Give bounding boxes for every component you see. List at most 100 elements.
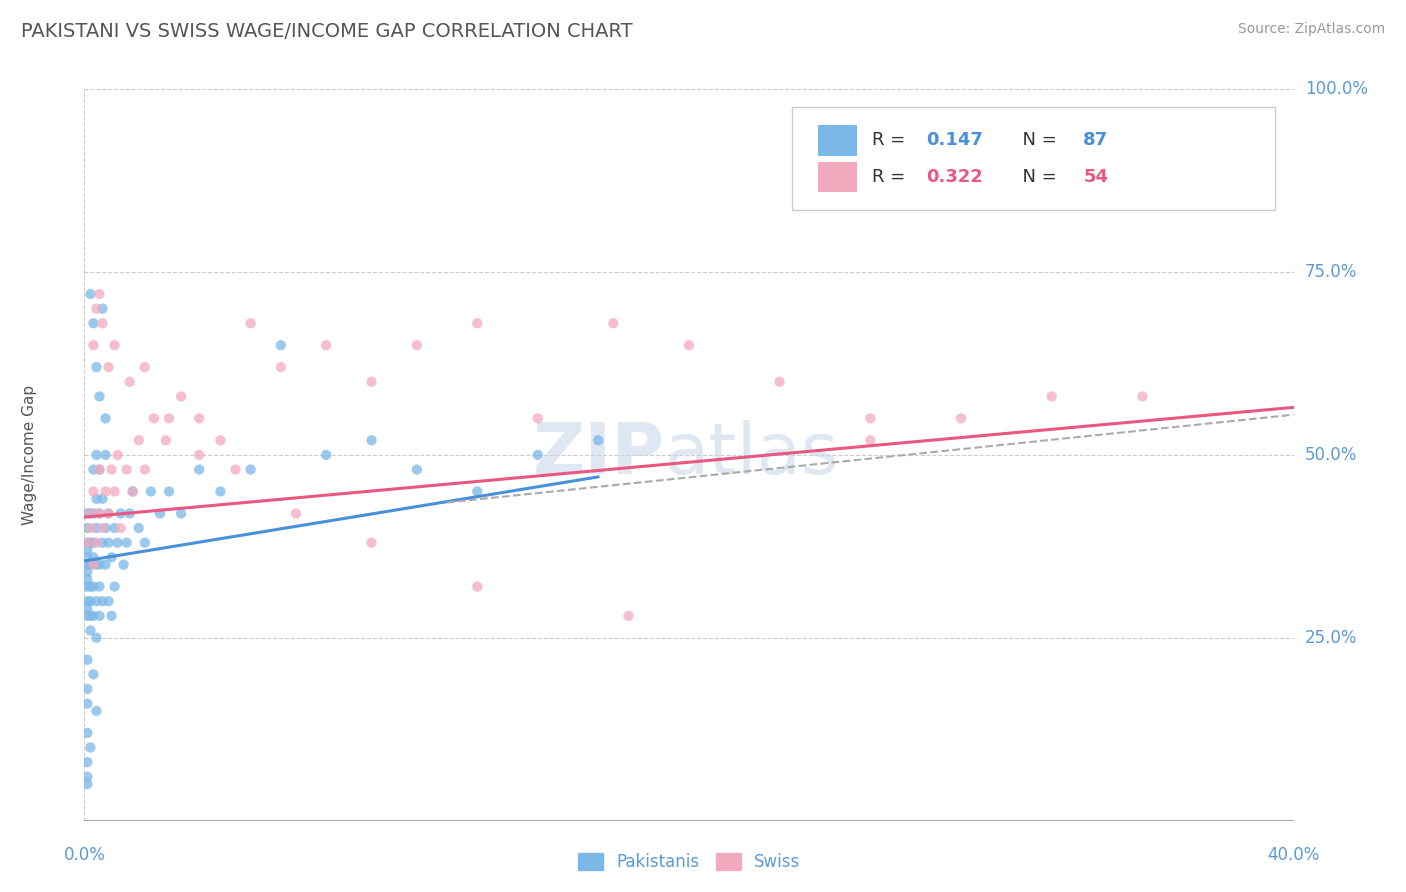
Point	[115, 462, 138, 476]
Text: N =: N =	[1011, 168, 1062, 186]
Point	[188, 411, 211, 425]
Point	[467, 484, 489, 499]
Point	[79, 535, 101, 549]
Point	[859, 411, 882, 425]
Point	[86, 704, 108, 718]
Point	[76, 697, 98, 711]
Point	[79, 608, 101, 623]
Point	[104, 521, 127, 535]
Point	[79, 740, 101, 755]
Point	[76, 507, 98, 521]
Point	[82, 535, 104, 549]
Point	[97, 507, 120, 521]
Point	[859, 434, 882, 448]
Point	[79, 558, 101, 572]
Point	[142, 411, 165, 425]
Point	[82, 338, 104, 352]
Point	[86, 448, 108, 462]
Point	[104, 580, 127, 594]
Text: N =: N =	[1011, 131, 1062, 149]
Point	[1040, 389, 1063, 403]
Point	[76, 770, 98, 784]
Point	[170, 507, 193, 521]
FancyBboxPatch shape	[818, 125, 858, 156]
Point	[134, 535, 156, 549]
Point	[155, 434, 177, 448]
Point	[97, 535, 120, 549]
Point	[107, 535, 129, 549]
Point	[94, 484, 117, 499]
Text: 0.0%: 0.0%	[63, 846, 105, 863]
Point	[678, 338, 700, 352]
Point	[91, 491, 114, 506]
Point	[950, 411, 973, 425]
Point	[188, 462, 211, 476]
Text: 50.0%: 50.0%	[1305, 446, 1357, 464]
Point	[617, 608, 640, 623]
Point	[104, 484, 127, 499]
Point	[139, 484, 162, 499]
Point	[100, 608, 122, 623]
Point	[76, 580, 98, 594]
Point	[82, 484, 104, 499]
Point	[89, 507, 111, 521]
Point	[97, 507, 120, 521]
Point	[110, 521, 132, 535]
Point	[86, 301, 108, 316]
Legend: Pakistanis, Swiss: Pakistanis, Swiss	[571, 847, 807, 878]
Point	[82, 550, 104, 565]
Point	[284, 507, 308, 521]
Point	[112, 558, 135, 572]
Point	[76, 594, 98, 608]
Point	[209, 484, 232, 499]
Point	[91, 535, 114, 549]
Point	[89, 389, 111, 403]
Point	[86, 360, 108, 375]
Point	[76, 543, 98, 558]
Point	[82, 558, 104, 572]
Point	[526, 448, 548, 462]
Point	[467, 316, 489, 330]
Point	[76, 521, 98, 535]
Point	[86, 491, 108, 506]
Point	[97, 594, 120, 608]
Point	[118, 375, 141, 389]
Point	[82, 507, 104, 521]
Point	[588, 434, 610, 448]
Point	[89, 558, 111, 572]
Point	[91, 301, 114, 316]
Point	[1130, 389, 1153, 403]
Point	[79, 594, 101, 608]
Point	[110, 507, 132, 521]
Point	[76, 755, 98, 769]
Point	[91, 594, 114, 608]
Text: 87: 87	[1083, 131, 1108, 149]
Point	[82, 608, 104, 623]
Point	[76, 681, 98, 696]
Point	[104, 338, 127, 352]
Text: 100.0%: 100.0%	[1305, 80, 1368, 98]
Text: Source: ZipAtlas.com: Source: ZipAtlas.com	[1237, 22, 1385, 37]
Point	[121, 484, 143, 499]
Point	[76, 550, 98, 565]
Point	[526, 411, 548, 425]
Point	[209, 434, 232, 448]
Point	[79, 624, 101, 638]
Point	[86, 535, 108, 549]
Point	[128, 521, 150, 535]
Point	[360, 535, 382, 549]
Point	[79, 287, 101, 301]
Point	[82, 316, 104, 330]
Point	[89, 608, 111, 623]
Point	[134, 462, 156, 476]
Point	[225, 462, 247, 476]
Point	[79, 507, 101, 521]
Point	[76, 572, 98, 586]
Text: 54: 54	[1083, 168, 1108, 186]
Point	[79, 507, 101, 521]
Point	[79, 580, 101, 594]
Text: 0.322: 0.322	[927, 168, 983, 186]
Point	[86, 594, 108, 608]
Point	[128, 434, 150, 448]
Point	[76, 565, 98, 579]
